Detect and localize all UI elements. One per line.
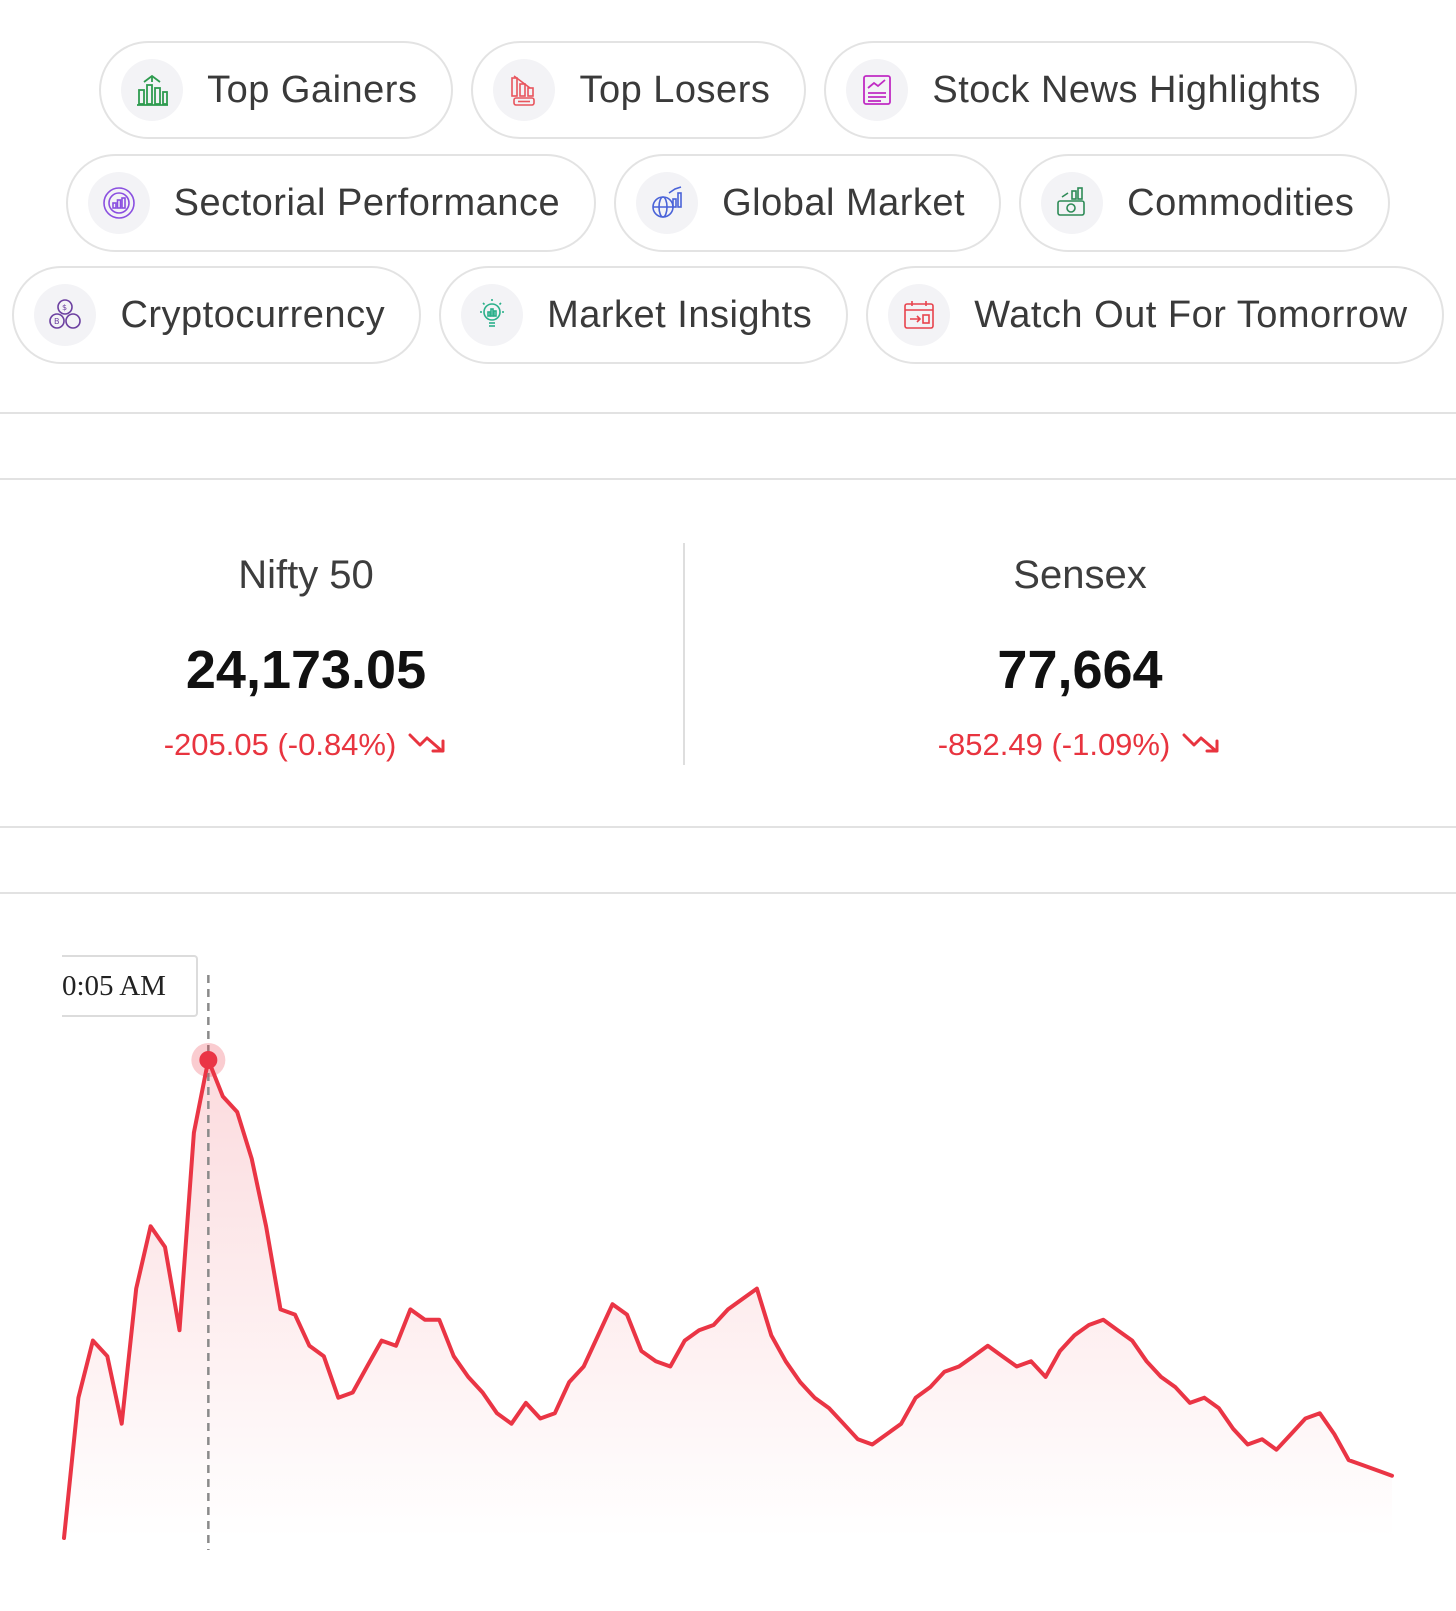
tooltip-time: 0:05 AM (62, 969, 166, 1002)
chip-label: Market Insights (547, 293, 813, 336)
svg-text:B: B (54, 317, 60, 326)
chip-global-market[interactable]: Global Market (614, 154, 1002, 252)
sensex-change-row: -852.49 (-1.09%) (716, 727, 1444, 763)
quick-links-row-3: $ B Cryptocurrency Market Insights (0, 266, 1456, 364)
chart-svg[interactable] (0, 895, 1456, 1611)
svg-text:$: $ (62, 303, 67, 312)
trend-down-icon (1182, 727, 1222, 763)
chip-label: Stock News Highlights (932, 68, 1321, 111)
chip-stock-news-highlights[interactable]: Stock News Highlights (824, 41, 1357, 139)
top-gainers-icon (121, 59, 184, 121)
stock-news-icon (846, 59, 909, 121)
chart-tooltip: 0:05 AM (62, 955, 198, 1017)
chip-watch-out-for-tomorrow[interactable]: Watch Out For Tomorrow (866, 266, 1444, 364)
sectorial-performance-icon (87, 172, 150, 234)
chip-top-gainers[interactable]: Top Gainers (99, 41, 454, 139)
global-market-icon (636, 172, 699, 234)
chip-sectorial-performance[interactable]: Sectorial Performance (65, 154, 597, 252)
chip-label: Cryptocurrency (120, 293, 386, 336)
divider (0, 478, 1456, 480)
quick-links-row-2: Sectorial Performance Global Market Comm… (0, 154, 1456, 252)
chip-cryptocurrency[interactable]: $ B Cryptocurrency (12, 266, 422, 364)
sensex-change: -852.49 (-1.09%) (937, 727, 1171, 762)
intraday-chart[interactable]: 0:05 AM (0, 895, 1456, 1611)
top-losers-icon (493, 59, 556, 121)
chip-label: Commodities (1127, 181, 1355, 224)
divider (0, 412, 1456, 414)
chip-label: Top Losers (579, 68, 771, 111)
index-panel: Nifty 50 24,173.05 -205.05 (-0.84%) Sens… (0, 481, 1456, 827)
chip-top-losers[interactable]: Top Losers (471, 41, 807, 139)
nifty-change: -205.05 (-0.84%) (163, 727, 397, 762)
quick-links-row-1: Top Gainers Top Losers Stock News Highli… (0, 41, 1456, 139)
price-line (62, 1058, 1394, 1540)
chart-area-fill (64, 1060, 1392, 1538)
chip-label: Global Market (722, 181, 966, 224)
divider (0, 826, 1456, 828)
market-insights-icon (461, 284, 524, 346)
nifty-name: Nifty 50 (238, 553, 374, 597)
sensex-value: 77,664 (997, 640, 1163, 700)
chip-market-insights[interactable]: Market Insights (439, 266, 849, 364)
nifty-card[interactable]: Nifty 50 24,173.05 -205.05 (-0.84%) (0, 481, 670, 827)
highlight-point[interactable] (199, 1051, 218, 1069)
trend-down-icon (408, 727, 448, 763)
watch-out-icon (888, 284, 951, 346)
chip-label: Sectorial Performance (173, 181, 561, 224)
sensex-name: Sensex (1013, 553, 1147, 597)
sensex-card[interactable]: Sensex 77,664 -852.49 (-1.09%) (716, 481, 1444, 827)
commodities-icon (1041, 172, 1104, 234)
chip-commodities[interactable]: Commodities (1019, 154, 1391, 252)
chip-label: Watch Out For Tomorrow (974, 293, 1408, 336)
index-separator (683, 543, 685, 765)
nifty-value: 24,173.05 (185, 640, 427, 700)
quick-links: Top Gainers Top Losers Stock News Highli… (0, 0, 1456, 414)
divider (0, 892, 1456, 894)
chip-label: Top Gainers (207, 68, 418, 111)
cryptocurrency-icon: $ B (34, 284, 97, 346)
nifty-change-row: -205.05 (-0.84%) (0, 727, 670, 763)
